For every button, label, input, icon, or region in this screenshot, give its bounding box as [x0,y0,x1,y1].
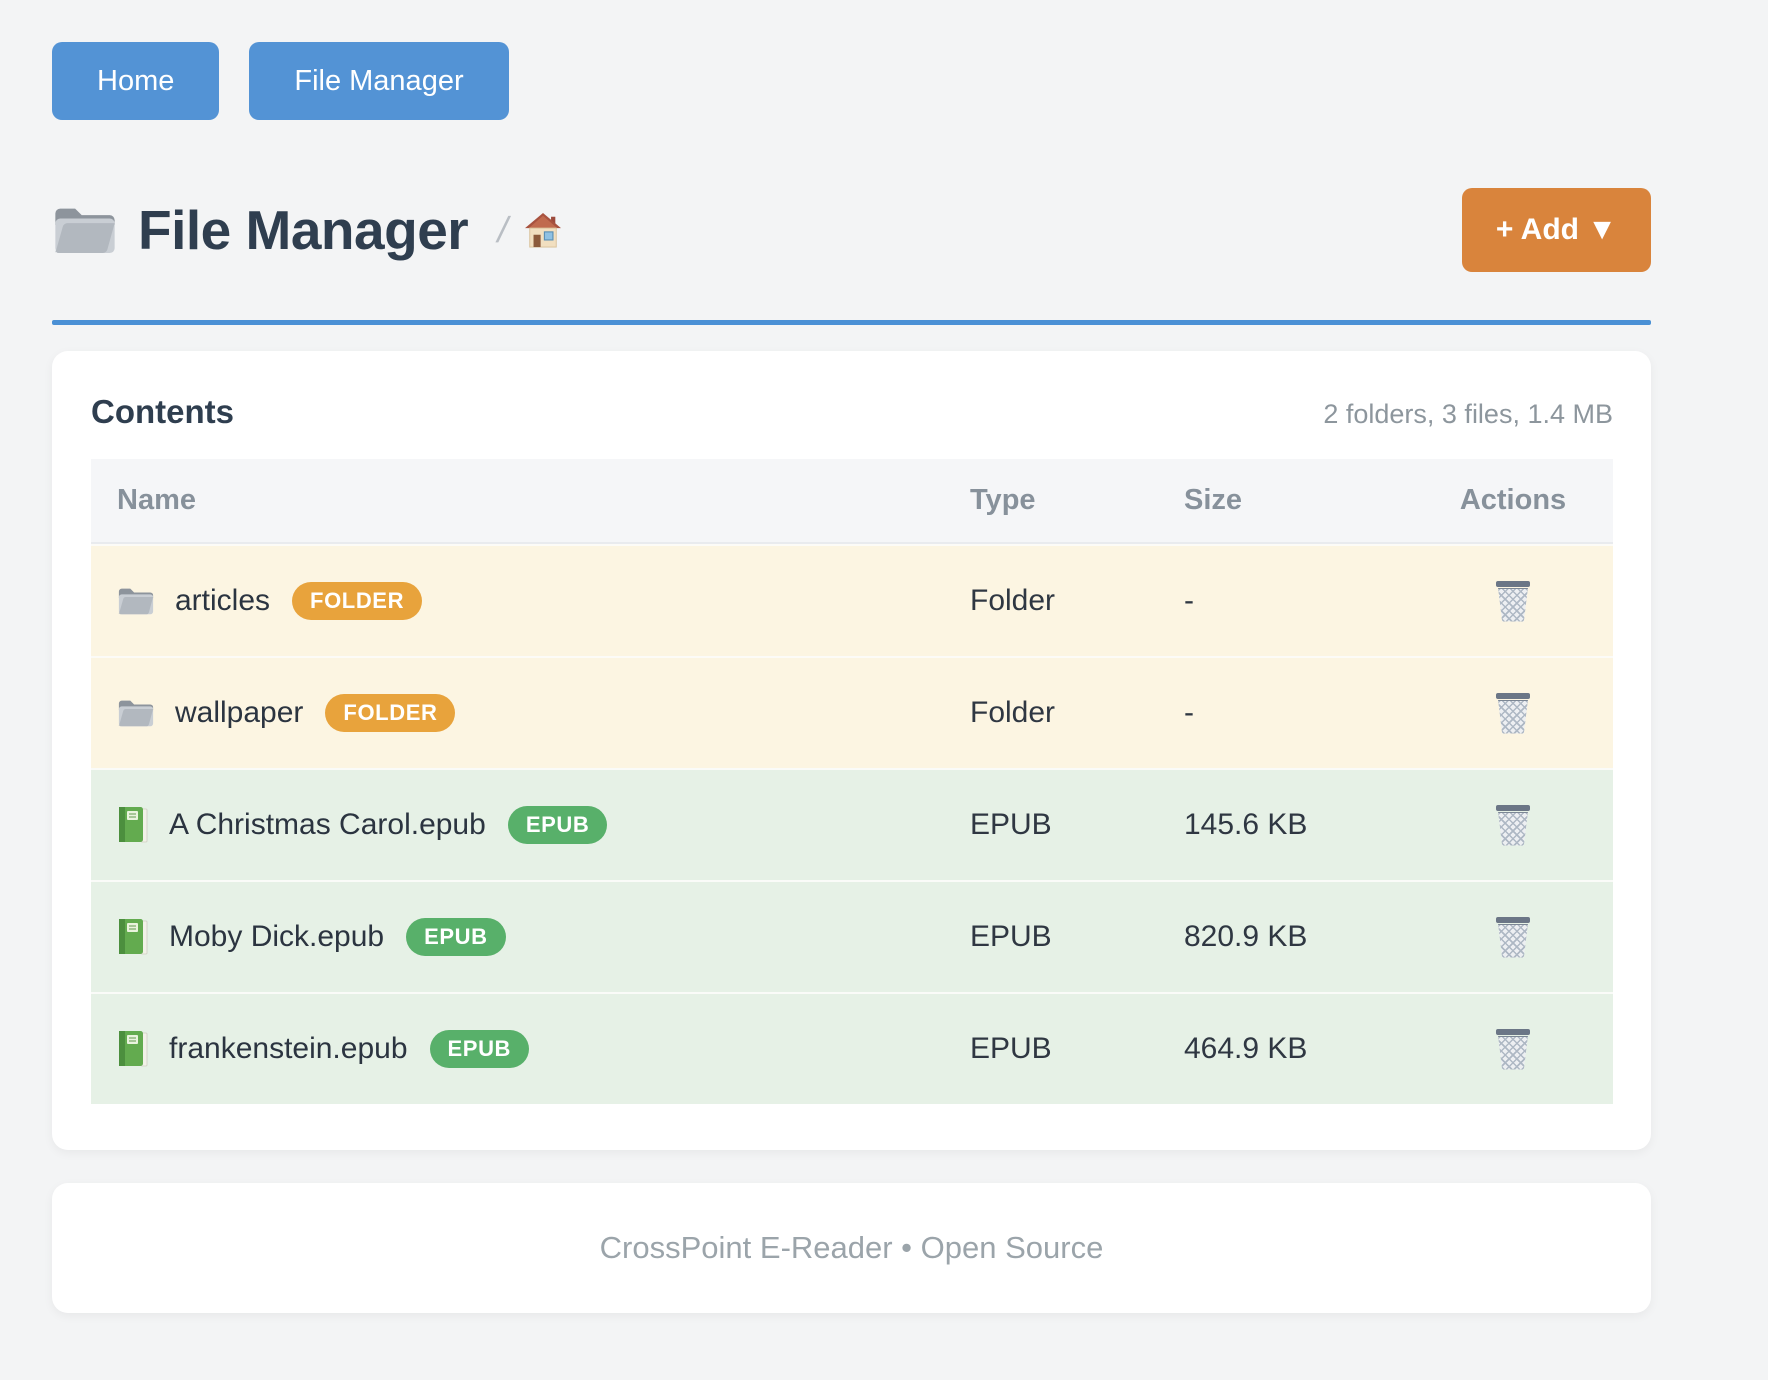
table-row[interactable]: frankenstein.epub EPUB EPUB 464.9 KB [91,992,1613,1104]
file-type-badge: EPUB [508,806,608,844]
type-cell: EPUB [970,808,1184,842]
breadcrumb: / [498,209,562,251]
actions-cell [1413,801,1613,850]
contents-card-header: Contents 2 folders, 3 files, 1.4 MB [91,393,1613,431]
contents-table: Name Type Size Actions articles FOLDER F… [91,459,1613,1104]
type-cell: EPUB [970,1032,1184,1066]
file-name[interactable]: articles [175,584,270,618]
trash-icon [1496,917,1530,958]
file-type-badge: EPUB [430,1030,530,1068]
breadcrumb-home-link[interactable] [524,212,562,248]
actions-cell [1413,577,1613,626]
delete-button[interactable] [1492,577,1534,626]
folder-icon [117,696,155,730]
trash-icon [1496,581,1530,622]
book-icon [117,1030,149,1068]
file-name[interactable]: Moby Dick.epub [169,920,384,954]
footer: CrossPoint E-Reader • Open Source [52,1183,1651,1313]
trash-icon [1496,1029,1530,1070]
actions-cell [1413,1025,1613,1074]
size-cell: 820.9 KB [1184,920,1413,954]
page-title: File Manager [138,198,468,262]
size-cell: - [1184,584,1413,618]
book-icon [117,918,149,956]
folder-icon [52,202,118,258]
delete-button[interactable] [1492,913,1534,962]
contents-summary: 2 folders, 3 files, 1.4 MB [1323,399,1613,430]
file-name[interactable]: frankenstein.epub [169,1032,408,1066]
file-manager-page: Home File Manager File Manager / [0,0,1768,1380]
file-type-badge: FOLDER [325,694,455,732]
file-name[interactable]: wallpaper [175,696,303,730]
nav-home-button[interactable]: Home [52,42,219,120]
contents-card: Contents 2 folders, 3 files, 1.4 MB Name… [52,351,1651,1150]
nav-file-manager-button[interactable]: File Manager [249,42,508,120]
table-row[interactable]: articles FOLDER Folder - [91,544,1613,656]
table-row[interactable]: wallpaper FOLDER Folder - [91,656,1613,768]
name-cell: articles FOLDER [91,582,970,620]
name-cell: wallpaper FOLDER [91,694,970,732]
title-group: File Manager / [52,198,562,262]
size-cell: 145.6 KB [1184,808,1413,842]
book-icon [117,806,149,844]
table-header-row: Name Type Size Actions [91,459,1613,544]
page-header: File Manager / + Add ▼ [52,188,1651,272]
type-cell: EPUB [970,920,1184,954]
delete-button[interactable] [1492,801,1534,850]
trash-icon [1496,805,1530,846]
delete-button[interactable] [1492,689,1534,738]
home-icon [524,212,562,248]
size-cell: 464.9 KB [1184,1032,1413,1066]
file-type-badge: FOLDER [292,582,422,620]
folder-icon [117,584,155,618]
actions-cell [1413,689,1613,738]
delete-button[interactable] [1492,1025,1534,1074]
file-name[interactable]: A Christmas Carol.epub [169,808,486,842]
name-cell: frankenstein.epub EPUB [91,1030,970,1068]
add-button[interactable]: + Add ▼ [1462,188,1651,272]
name-cell: Moby Dick.epub EPUB [91,918,970,956]
column-header-actions: Actions [1413,484,1613,517]
type-cell: Folder [970,696,1184,730]
actions-cell [1413,913,1613,962]
column-header-size: Size [1184,484,1413,517]
table-row[interactable]: Moby Dick.epub EPUB EPUB 820.9 KB [91,880,1613,992]
name-cell: A Christmas Carol.epub EPUB [91,806,970,844]
table-row[interactable]: A Christmas Carol.epub EPUB EPUB 145.6 K… [91,768,1613,880]
file-type-badge: EPUB [406,918,506,956]
breadcrumb-separator: / [494,209,513,251]
column-header-type: Type [970,484,1184,517]
type-cell: Folder [970,584,1184,618]
column-header-name: Name [91,484,970,517]
footer-text: CrossPoint E-Reader • Open Source [600,1230,1104,1266]
size-cell: - [1184,696,1413,730]
top-nav: Home File Manager [52,42,1651,120]
trash-icon [1496,693,1530,734]
contents-heading: Contents [91,393,234,431]
header-divider [52,320,1651,325]
